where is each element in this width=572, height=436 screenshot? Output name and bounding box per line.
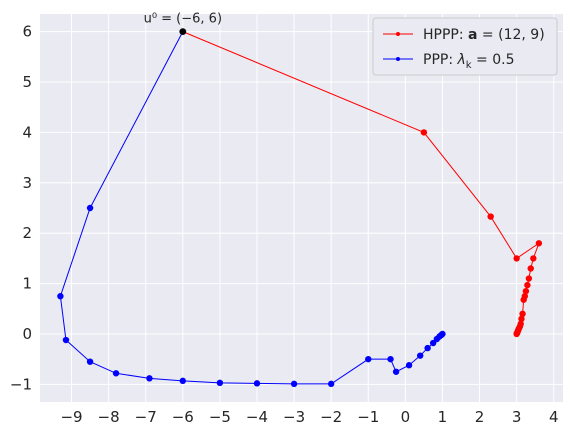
data-point: [216, 379, 224, 387]
y-tick-label: −1: [10, 375, 32, 393]
x-tick-label: −6: [172, 408, 194, 426]
data-point: [424, 344, 431, 352]
data-point: [365, 355, 372, 363]
data-point: [513, 255, 520, 262]
series-1: [57, 31, 446, 388]
data-point: [487, 213, 494, 220]
data-point: [527, 265, 534, 272]
data-point: [179, 377, 187, 385]
data-point: [392, 368, 400, 375]
series-layer: [57, 28, 543, 388]
data-point: [327, 380, 335, 388]
data-point: [525, 275, 533, 282]
x-axis-ticks: −9 −8 −7 −6 −5 −4 −3 −2 −1 0 1 2 3 4: [60, 408, 558, 426]
data-point: [429, 339, 437, 347]
legend-marker-hppp: [396, 32, 400, 36]
x-tick-label: 1: [438, 408, 448, 426]
data-point: [57, 292, 64, 300]
data-point: [290, 380, 298, 388]
y-tick-label: 2: [22, 224, 32, 242]
x-tick-label: −4: [246, 408, 268, 426]
start-point-annotation: u⁰ = (−6, 6): [144, 12, 222, 27]
x-tick-label: −7: [135, 408, 157, 426]
data-point: [86, 358, 94, 365]
data-point: [387, 355, 394, 363]
data-point: [62, 336, 70, 344]
legend: HPPP: a = (12, 9) PPP: λk = 0.5: [372, 17, 558, 76]
data-point: [518, 315, 525, 323]
data-point: [535, 240, 543, 247]
series-0: [182, 31, 543, 338]
x-tick-label: 2: [475, 408, 485, 426]
x-tick-label: −1: [357, 408, 379, 426]
start-point-marker: [179, 28, 187, 36]
data-point: [522, 287, 530, 295]
data-point: [416, 352, 424, 359]
x-tick-label: 0: [401, 408, 411, 426]
data-point: [513, 330, 520, 338]
x-tick-label: −9: [60, 408, 82, 426]
plot-background: [40, 14, 563, 402]
legend-label-hppp: HPPP: a = (12, 9): [423, 27, 545, 43]
x-tick-label: −8: [98, 408, 120, 426]
data-point: [146, 375, 153, 382]
legend-label-ppp: PPP: λk = 0.5: [423, 52, 515, 71]
y-axis-ticks: −1 0 1 2 3 4 5 6: [10, 23, 32, 394]
data-point: [530, 255, 537, 262]
x-tick-label: −2: [320, 408, 342, 426]
data-point: [520, 296, 527, 303]
legend-marker-ppp: [396, 57, 400, 61]
data-point: [524, 281, 531, 289]
data-point: [420, 129, 428, 136]
y-tick-label: 4: [22, 123, 32, 141]
y-tick-label: 3: [22, 174, 32, 192]
y-tick-label: 5: [22, 73, 32, 91]
x-tick-label: −5: [209, 408, 231, 426]
x-tick-label: 4: [549, 408, 559, 426]
data-point: [439, 330, 446, 338]
x-tick-label: 3: [512, 408, 522, 426]
data-point: [519, 310, 526, 318]
data-point: [86, 204, 94, 212]
y-tick-label: 1: [22, 275, 32, 293]
data-point: [112, 370, 120, 377]
data-point: [405, 362, 413, 369]
legend-box: [372, 17, 558, 76]
y-tick-label: 6: [22, 23, 32, 41]
x-tick-label: −3: [283, 408, 305, 426]
y-tick-label: 0: [22, 325, 32, 343]
data-point: [253, 380, 261, 387]
